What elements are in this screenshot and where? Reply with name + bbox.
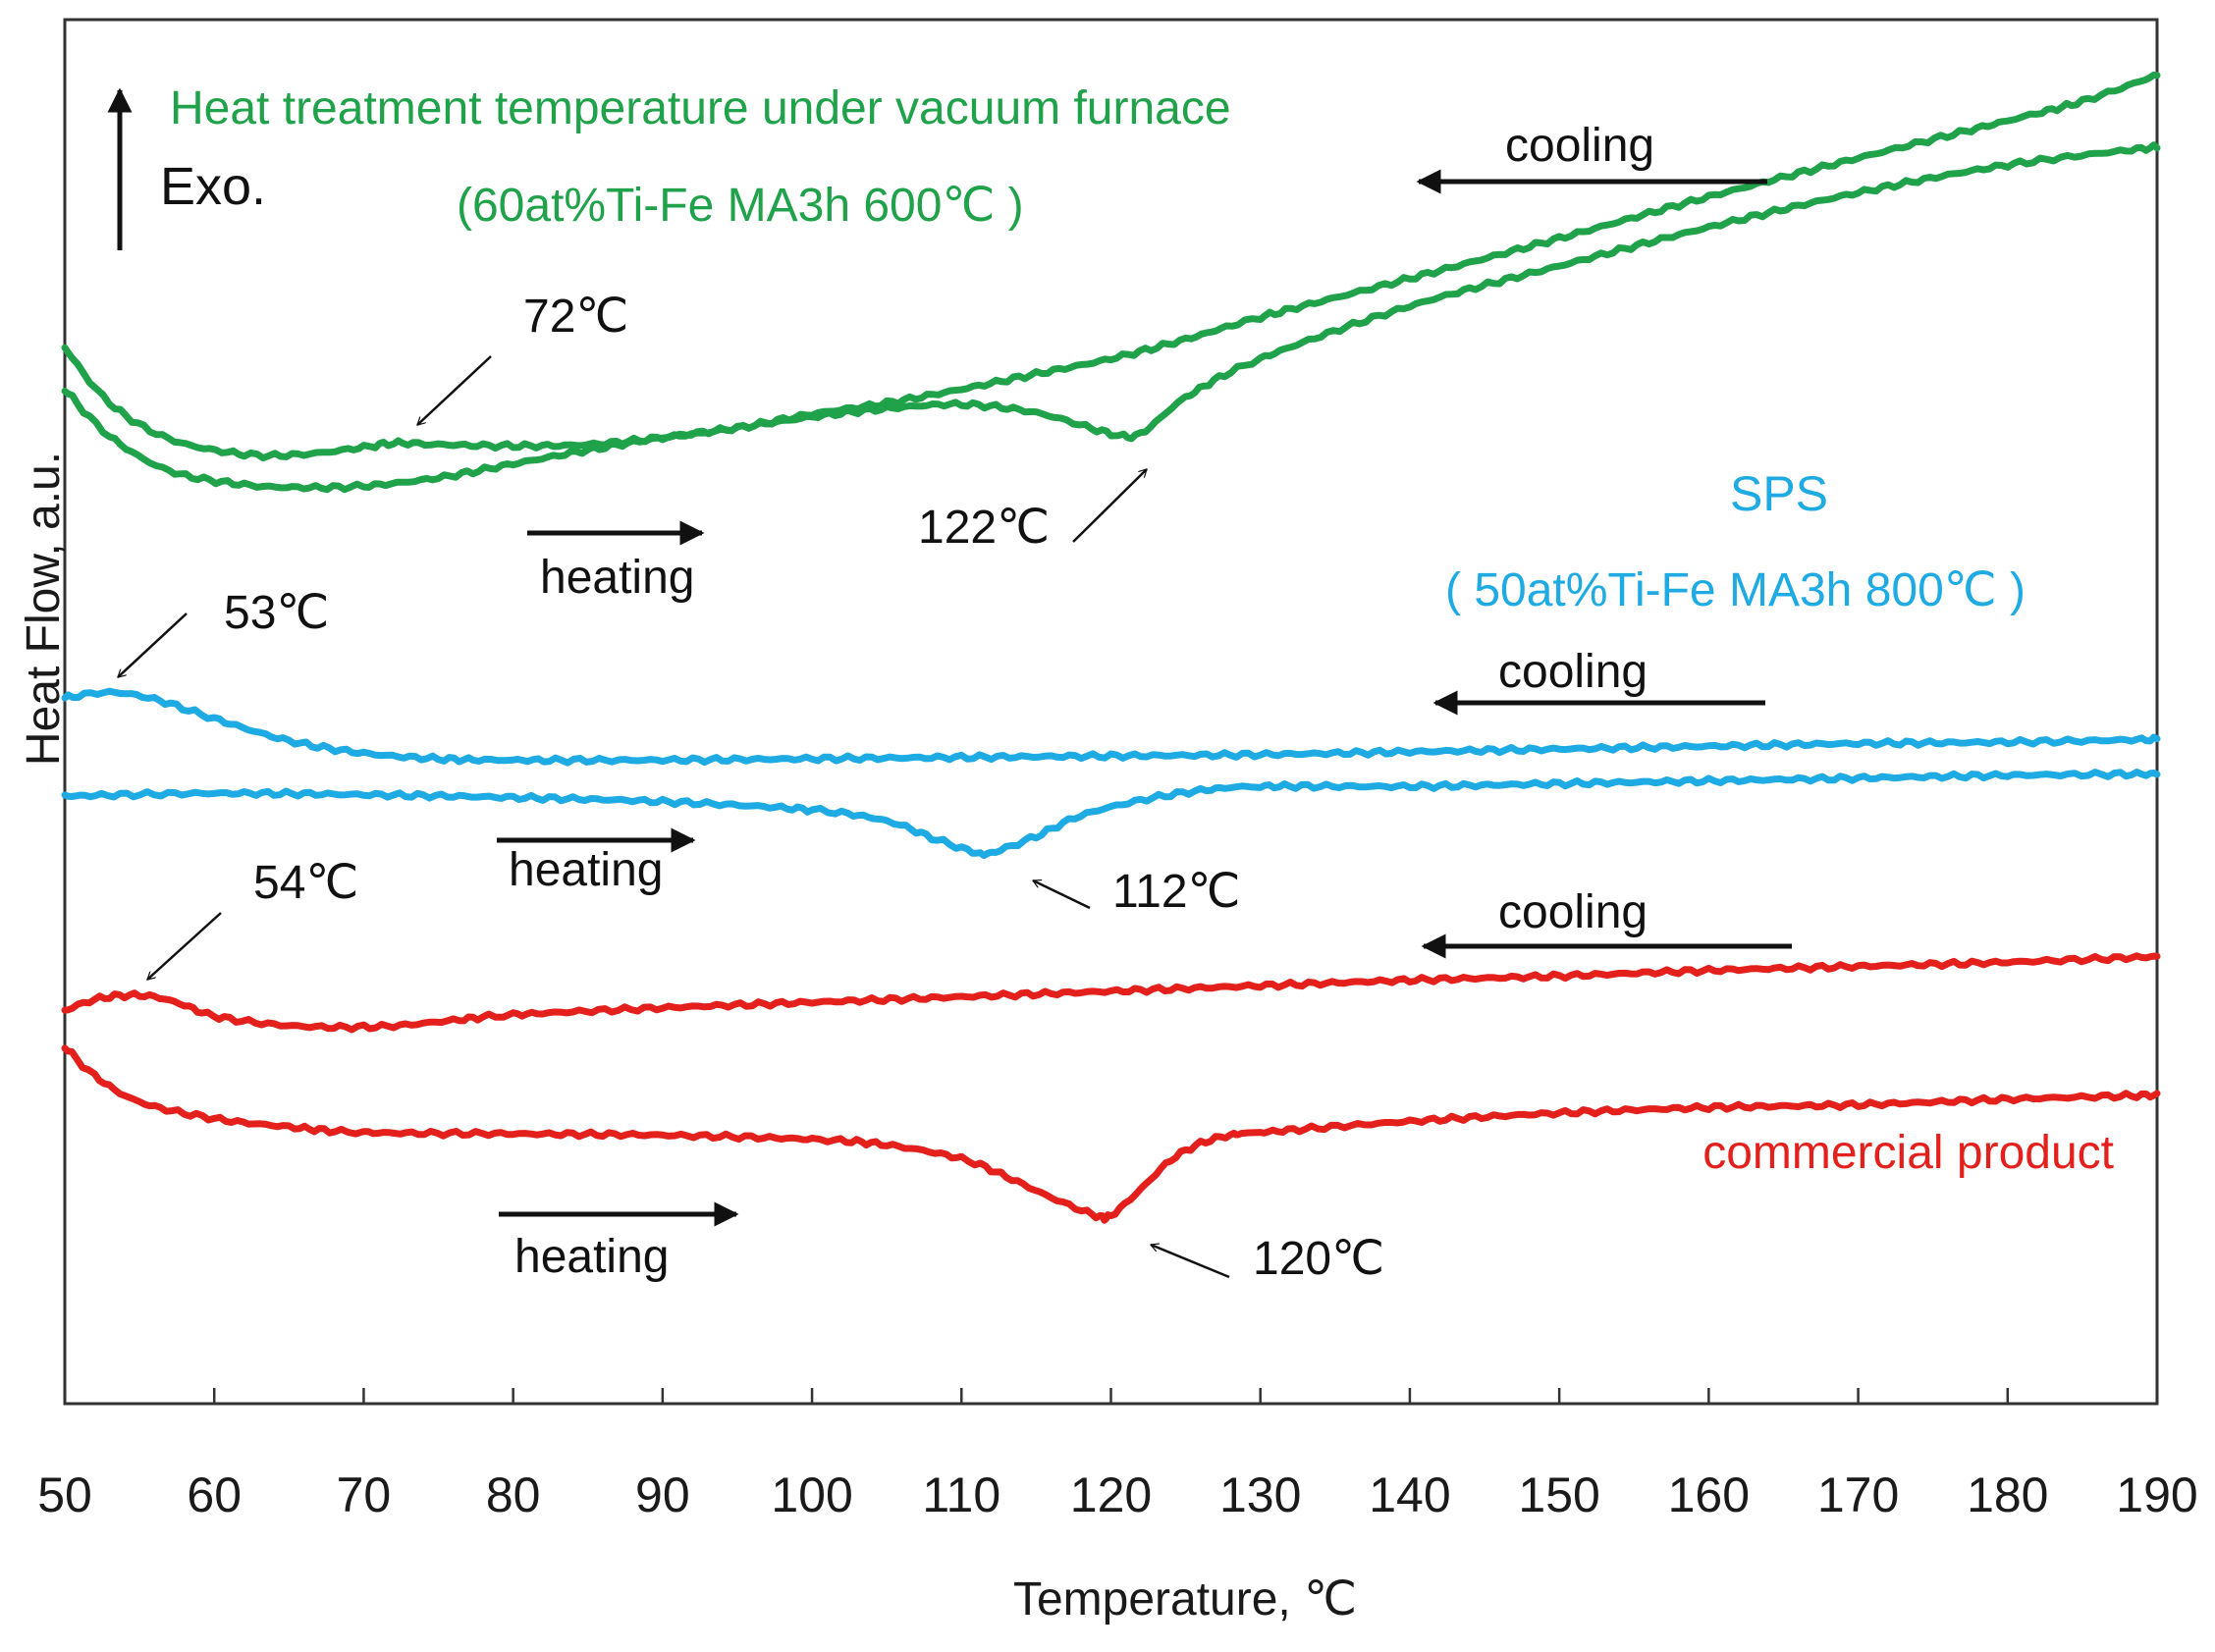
peak-72-pointer-icon <box>417 355 492 426</box>
x-tick-label: 130 <box>1219 1467 1301 1522</box>
curve-red-cooling <box>61 952 2161 1034</box>
peak-120-pointer-icon <box>1151 1245 1230 1279</box>
green-heating-label: heating <box>540 552 694 604</box>
blue-cooling-label: cooling <box>1498 646 1648 698</box>
exo-label: Exo. <box>160 157 266 216</box>
peak-122-pointer-icon <box>1072 468 1147 543</box>
curve-green-cooling <box>61 71 2161 462</box>
x-tick-label: 150 <box>1518 1467 1599 1522</box>
curve-blue-heating <box>61 769 2161 859</box>
x-tick-label: 80 <box>486 1467 541 1522</box>
curve-blue-cooling <box>61 687 2161 767</box>
curves-layer <box>61 71 2161 1224</box>
x-axis-title: Temperature, ℃ <box>1013 1573 1357 1625</box>
x-tick-label: 50 <box>37 1467 92 1522</box>
x-tick-label: 100 <box>771 1467 852 1522</box>
blue-group-title: SPS <box>1730 466 1828 521</box>
peak-122-label: 122℃ <box>918 502 1050 554</box>
peak-54-pointer-icon <box>147 912 222 981</box>
x-tick-label: 110 <box>922 1467 1000 1522</box>
peak-54-label: 54℃ <box>253 857 358 909</box>
green-group-title: Heat treatment temperature under vacuum … <box>170 82 1231 134</box>
plot-frame <box>63 18 2159 1406</box>
peak-72-label: 72℃ <box>523 291 628 343</box>
peak-53-pointer-icon <box>118 613 188 678</box>
x-axis-ticks: 50 60 70 80 90 100 110 120 130 140 150 160 170 180 190 <box>37 1388 2198 1522</box>
peak-112-pointer-icon <box>1033 879 1091 910</box>
peak-112-label: 112℃ <box>1112 866 1240 918</box>
x-tick-label: 160 <box>1668 1467 1750 1522</box>
x-tick-label: 180 <box>1967 1467 2048 1522</box>
peak-120-label: 120℃ <box>1253 1233 1384 1285</box>
red-heating-label: heating <box>514 1231 669 1283</box>
x-tick-label: 140 <box>1369 1467 1450 1522</box>
x-tick-label: 60 <box>187 1467 242 1522</box>
x-tick-label: 90 <box>635 1467 690 1522</box>
x-tick-label: 190 <box>2116 1467 2197 1522</box>
green-cooling-label: cooling <box>1505 120 1654 172</box>
green-group-subtitle: (60at%Ti-Fe MA3h 600℃ ) <box>457 180 1024 232</box>
curve-red-heating <box>61 1044 2161 1224</box>
red-group-title: commercial product <box>1702 1127 2114 1179</box>
blue-group-subtitle: ( 50at%Ti-Fe MA3h 800℃ ) <box>1445 564 2026 616</box>
red-cooling-label: cooling <box>1498 886 1648 938</box>
x-tick-label: 120 <box>1070 1467 1152 1522</box>
x-tick-label: 70 <box>337 1467 392 1522</box>
y-axis-title: Heat Flow, a.u. <box>18 452 70 766</box>
curve-green-heating <box>61 141 2161 494</box>
x-tick-label: 170 <box>1817 1467 1899 1522</box>
peak-53-label: 53℃ <box>224 587 329 639</box>
blue-heating-label: heating <box>509 844 663 896</box>
